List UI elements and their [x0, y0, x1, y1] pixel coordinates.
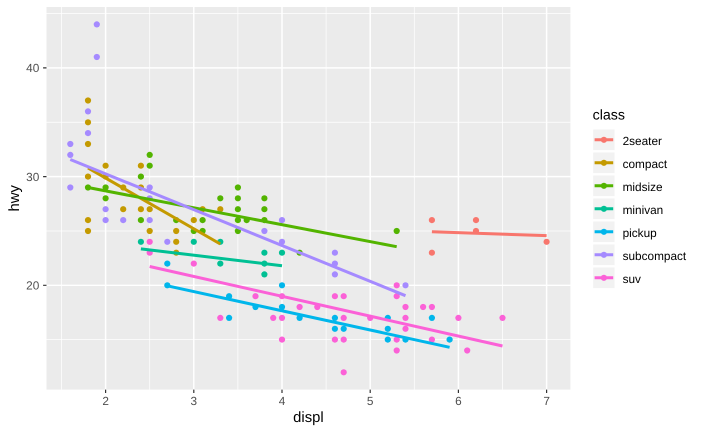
svg-text:minivan: minivan	[623, 203, 664, 217]
svg-text:40: 40	[26, 61, 40, 75]
svg-text:6: 6	[455, 394, 462, 408]
svg-text:midsize: midsize	[623, 180, 663, 194]
svg-text:suv: suv	[623, 272, 641, 286]
svg-text:20: 20	[26, 279, 40, 293]
svg-text:7: 7	[543, 394, 550, 408]
svg-text:2: 2	[102, 394, 109, 408]
svg-text:2seater: 2seater	[623, 134, 662, 148]
svg-text:hwy: hwy	[7, 185, 23, 212]
svg-text:pickup: pickup	[623, 226, 658, 240]
svg-text:subcompact: subcompact	[623, 249, 687, 263]
svg-text:3: 3	[191, 394, 198, 408]
svg-text:30: 30	[26, 170, 40, 184]
svg-text:displ: displ	[293, 410, 323, 426]
svg-text:compact: compact	[623, 157, 668, 171]
svg-text:4: 4	[279, 394, 286, 408]
svg-text:class: class	[593, 107, 625, 123]
svg-text:5: 5	[367, 394, 374, 408]
